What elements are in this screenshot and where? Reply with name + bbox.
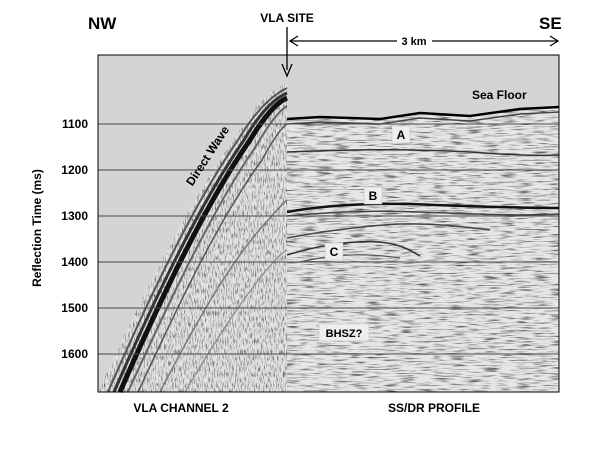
se-direction-label: SE [539,14,562,33]
ssdr-profile-panel [287,106,559,392]
y-tick-label: 1200 [61,163,88,177]
svg-text:B: B [369,189,378,203]
vla-site-arrow [281,27,293,78]
svg-text:BHSZ?: BHSZ? [326,328,363,340]
vla-site-label: VLA SITE [260,11,314,25]
nw-direction-label: NW [88,14,117,33]
sea-floor-label: Sea Floor [472,88,527,102]
direct-wave-arrivals [107,87,289,393]
svg-text:A: A [397,128,406,142]
scale-bar-label: 3 km [401,36,426,48]
sea-floor-reflector [286,105,560,121]
bhsz-label: BHSZ? [318,323,370,342]
vla-channel-caption: VLA CHANNEL 2 [133,401,229,415]
ssdr-profile-caption: SS/DR PROFILE [388,401,480,415]
y-axis-title: Reflection Time (ms) [30,169,44,287]
reflector-label-b: B [363,186,383,205]
scale-bar [288,35,560,47]
time-grid [98,123,559,355]
y-axis-ticks: 1100 1200 1300 1400 1500 1600 [61,117,88,361]
y-tick-label: 1600 [61,347,88,361]
y-tick-label: 1100 [62,117,88,131]
subbottom-reflectors [286,148,560,263]
svg-text:C: C [330,245,339,259]
reflector-label-c: C [324,242,344,261]
y-tick-label: 1500 [61,301,88,315]
reflector-label-a: A [391,125,411,144]
y-tick-label: 1300 [61,209,88,223]
y-tick-label: 1400 [61,255,88,269]
